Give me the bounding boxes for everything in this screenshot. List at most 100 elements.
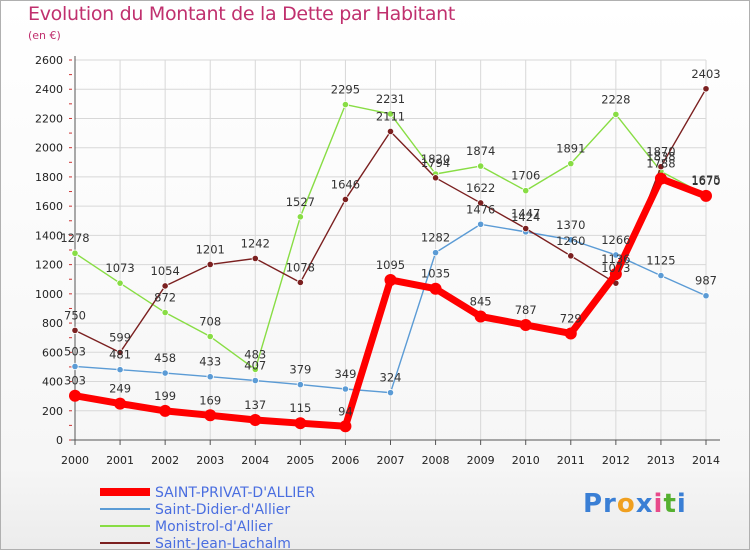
data-label: 458 xyxy=(154,351,176,365)
x-tick-label: 2005 xyxy=(286,454,314,467)
data-point xyxy=(702,85,710,93)
data-point xyxy=(567,252,575,260)
data-label: 1476 xyxy=(466,202,495,216)
data-point xyxy=(341,195,350,204)
data-label: 1054 xyxy=(151,264,180,278)
y-tick-label: 2400 xyxy=(35,83,63,96)
data-point xyxy=(700,189,712,202)
data-label: 324 xyxy=(380,371,402,385)
data-label: 1278 xyxy=(60,231,89,245)
data-label: 1891 xyxy=(556,142,585,156)
data-point xyxy=(251,376,259,385)
data-point xyxy=(477,199,485,207)
data-point xyxy=(161,282,169,290)
data-point xyxy=(114,397,127,410)
x-tick-label: 2004 xyxy=(241,454,269,467)
data-label: 1870 xyxy=(646,145,675,159)
data-label: 1201 xyxy=(196,242,225,256)
y-tick-label: 800 xyxy=(42,317,63,330)
data-point xyxy=(296,381,304,389)
data-point xyxy=(386,127,395,136)
data-point xyxy=(69,389,81,402)
data-label: 708 xyxy=(199,315,221,329)
legend-label: Monistrol-d'Allier xyxy=(155,519,273,535)
data-label: 2111 xyxy=(376,109,405,123)
data-label: 433 xyxy=(199,355,221,369)
data-point xyxy=(249,413,262,426)
data-point xyxy=(116,279,124,287)
data-point xyxy=(612,251,620,259)
data-point xyxy=(204,409,217,422)
data-label: 115 xyxy=(289,401,311,415)
data-label: 303 xyxy=(64,374,86,388)
data-label: 379 xyxy=(289,363,311,377)
data-point xyxy=(567,160,575,168)
x-tick-label: 2013 xyxy=(647,454,675,467)
data-label: 349 xyxy=(334,367,356,381)
data-label: 483 xyxy=(244,347,266,361)
data-point xyxy=(474,310,487,323)
axes: 0 200 400 600 800 1000 1200 1400 1600 1800 2000 220… xyxy=(35,54,720,467)
y-tick-label: 200 xyxy=(42,405,63,418)
data-point xyxy=(159,404,172,417)
data-label: 1838 xyxy=(646,149,675,163)
data-point xyxy=(654,172,667,185)
data-point xyxy=(431,249,440,257)
series-group xyxy=(69,85,712,433)
data-point xyxy=(296,213,304,221)
x-tick-label: 2009 xyxy=(467,454,495,467)
chart-subtitle: (en €) xyxy=(28,29,61,42)
data-point xyxy=(522,187,530,195)
data-label: 1073 xyxy=(601,261,630,275)
data-point xyxy=(609,267,622,280)
data-label: 2228 xyxy=(601,92,630,106)
y-tick-label: 1800 xyxy=(35,171,63,184)
data-point xyxy=(116,366,124,374)
data-point xyxy=(519,318,532,331)
x-tick-label: 2010 xyxy=(512,454,540,467)
legend-label: Saint-Didier-d'Allier xyxy=(155,502,290,518)
data-label: 481 xyxy=(109,348,131,362)
data-label: 1447 xyxy=(511,207,540,221)
x-tick-label: 2011 xyxy=(557,454,585,467)
data-label: 872 xyxy=(154,291,176,305)
data-point xyxy=(161,369,169,377)
y-tick-label: 2000 xyxy=(35,142,63,155)
data-labels: 503 481 458 433 407 379 349 324 1282 1476 1424 1370… xyxy=(60,67,720,418)
data-point xyxy=(386,110,395,118)
y-tick-label: 400 xyxy=(42,376,63,389)
y-tick-label: 600 xyxy=(42,346,63,359)
data-label: 1622 xyxy=(466,181,495,195)
data-label: 1078 xyxy=(286,260,315,274)
data-label: 1125 xyxy=(646,254,675,268)
data-label: 137 xyxy=(244,398,266,412)
data-point xyxy=(71,326,79,334)
data-point xyxy=(341,385,350,393)
data-label: 249 xyxy=(109,382,131,396)
data-point xyxy=(341,100,350,109)
x-tick-label: 2012 xyxy=(602,454,630,467)
data-label: 1788 xyxy=(646,157,675,171)
data-point xyxy=(206,260,214,269)
data-label: 1820 xyxy=(421,152,450,166)
data-point xyxy=(251,254,259,263)
data-point xyxy=(206,373,214,381)
data-label: 1370 xyxy=(556,218,585,232)
data-label: 1035 xyxy=(421,267,450,281)
data-point xyxy=(71,362,79,371)
y-tick-label: 2600 xyxy=(35,54,63,67)
y-tick-label: 1400 xyxy=(35,229,63,242)
x-tick-label: 2002 xyxy=(151,454,179,467)
data-point xyxy=(294,417,307,430)
data-label: 1646 xyxy=(331,177,360,191)
data-label: 94 xyxy=(338,404,353,418)
data-label: 1706 xyxy=(511,169,540,183)
data-label: 2231 xyxy=(376,92,405,106)
data-point xyxy=(522,224,530,233)
data-label: 407 xyxy=(244,359,266,373)
legend-label: Saint-Jean-Lachalm xyxy=(155,536,291,550)
data-label: 787 xyxy=(515,303,537,317)
data-label: 1794 xyxy=(421,156,450,170)
data-point xyxy=(657,163,665,171)
